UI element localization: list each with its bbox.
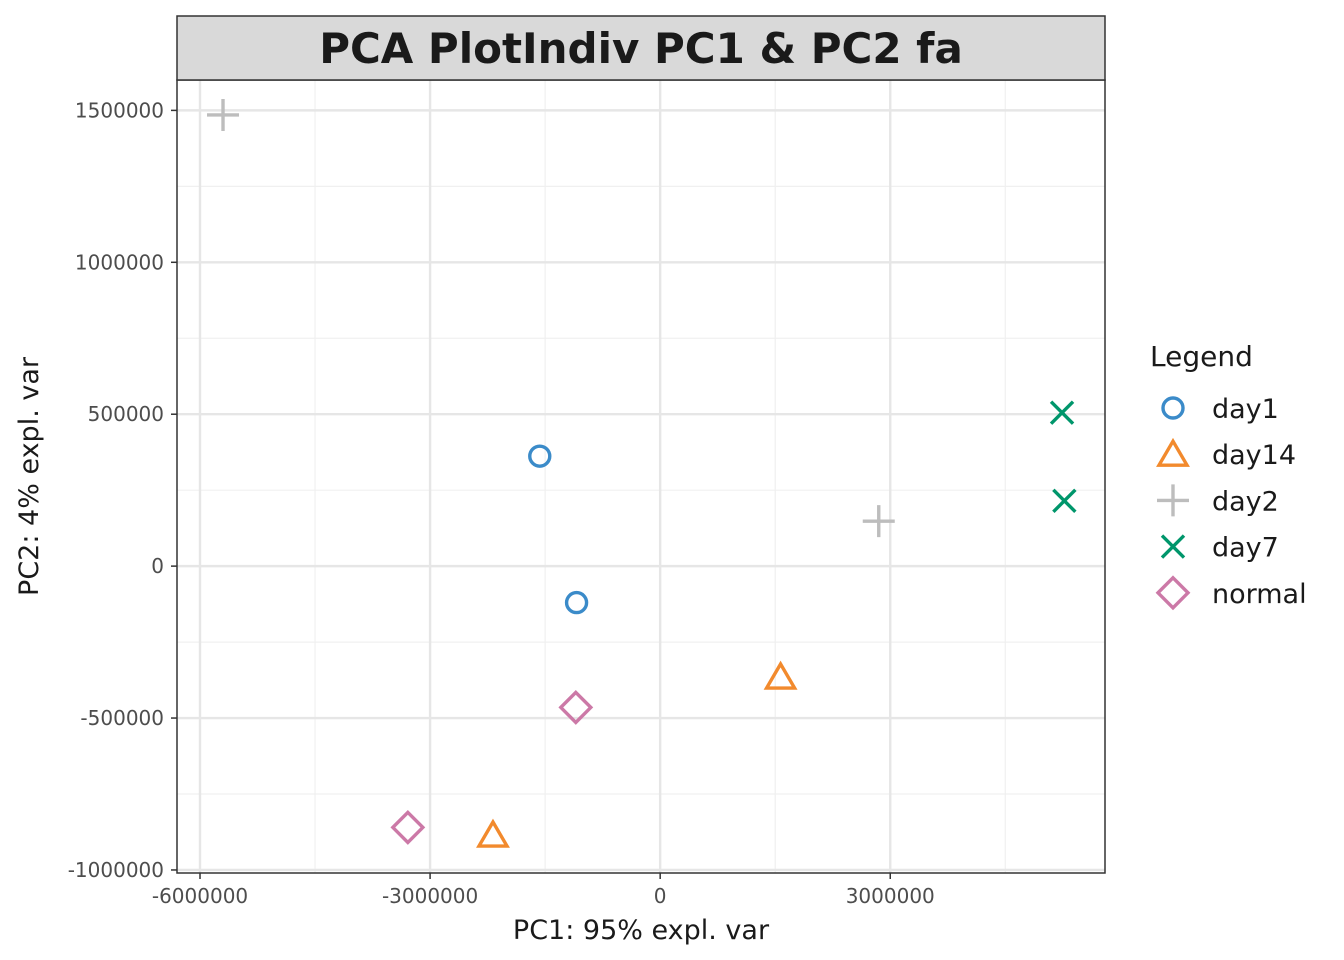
point-day14-triangle-icon <box>763 660 798 690</box>
y-tick-label: -500000 <box>80 706 164 730</box>
x-tick-label: -3000000 <box>382 884 478 908</box>
plot-panel-border <box>176 79 1106 874</box>
title-strip: PCA PlotIndiv PC1 & PC2 fa <box>176 15 1106 81</box>
point-day14-triangle-icon <box>476 818 510 848</box>
y-tick-label: 500000 <box>88 402 164 426</box>
y-tick-label: 1000000 <box>75 250 164 274</box>
point-normal-diamond-icon <box>390 810 426 845</box>
point-day2-plus-icon <box>862 505 895 538</box>
point-day1-circle-icon <box>564 590 589 615</box>
x-axis-title: PC1: 95% expl. var <box>513 915 770 946</box>
y-tick-label: 1500000 <box>75 98 164 122</box>
x-axis-ticks: -6000000 -3000000 0 3000000 <box>152 873 935 908</box>
y-axis-ticks: -1000000 -500000 0 500000 1000000 1500000 <box>68 98 177 882</box>
legend-label-day2: day2 <box>1212 486 1279 517</box>
legend-label-normal: normal <box>1212 579 1307 610</box>
x-tick-label: 3000000 <box>846 884 935 908</box>
legend-day14-triangle-icon <box>1156 437 1190 467</box>
x-tick-label: 0 <box>654 884 667 908</box>
legend-day1-circle-icon <box>1161 396 1185 420</box>
minor-gridlines <box>177 80 1105 873</box>
point-day7-cross-icon <box>1052 488 1077 514</box>
point-day7-cross-icon <box>1049 400 1075 425</box>
x-tick-label: -6000000 <box>152 884 248 908</box>
legend-label-day7: day7 <box>1212 533 1279 564</box>
legend-day7-cross-icon <box>1160 534 1186 559</box>
legend: Legend day1 day14 day2 day7 normal <box>1150 340 1307 611</box>
legend-label-day14: day14 <box>1212 440 1296 471</box>
y-tick-label: 0 <box>151 554 164 578</box>
major-gridlines <box>177 80 1105 873</box>
legend-title: Legend <box>1150 340 1253 373</box>
y-axis-title: PC2: 4% expl. var <box>14 356 45 596</box>
y-tick-label: -1000000 <box>68 858 164 882</box>
legend-day2-plus-icon <box>1157 484 1189 517</box>
legend-label-day1: day1 <box>1212 394 1279 425</box>
title-strip-background <box>176 15 1106 81</box>
data-points <box>207 98 1077 848</box>
point-day1-circle-icon <box>528 444 552 468</box>
point-normal-diamond-icon <box>558 690 594 725</box>
legend-normal-diamond-icon <box>1155 575 1191 611</box>
chart-title: PCA PlotIndiv PC1 & PC2 fa <box>319 24 963 73</box>
point-day2-plus-icon <box>207 98 240 131</box>
